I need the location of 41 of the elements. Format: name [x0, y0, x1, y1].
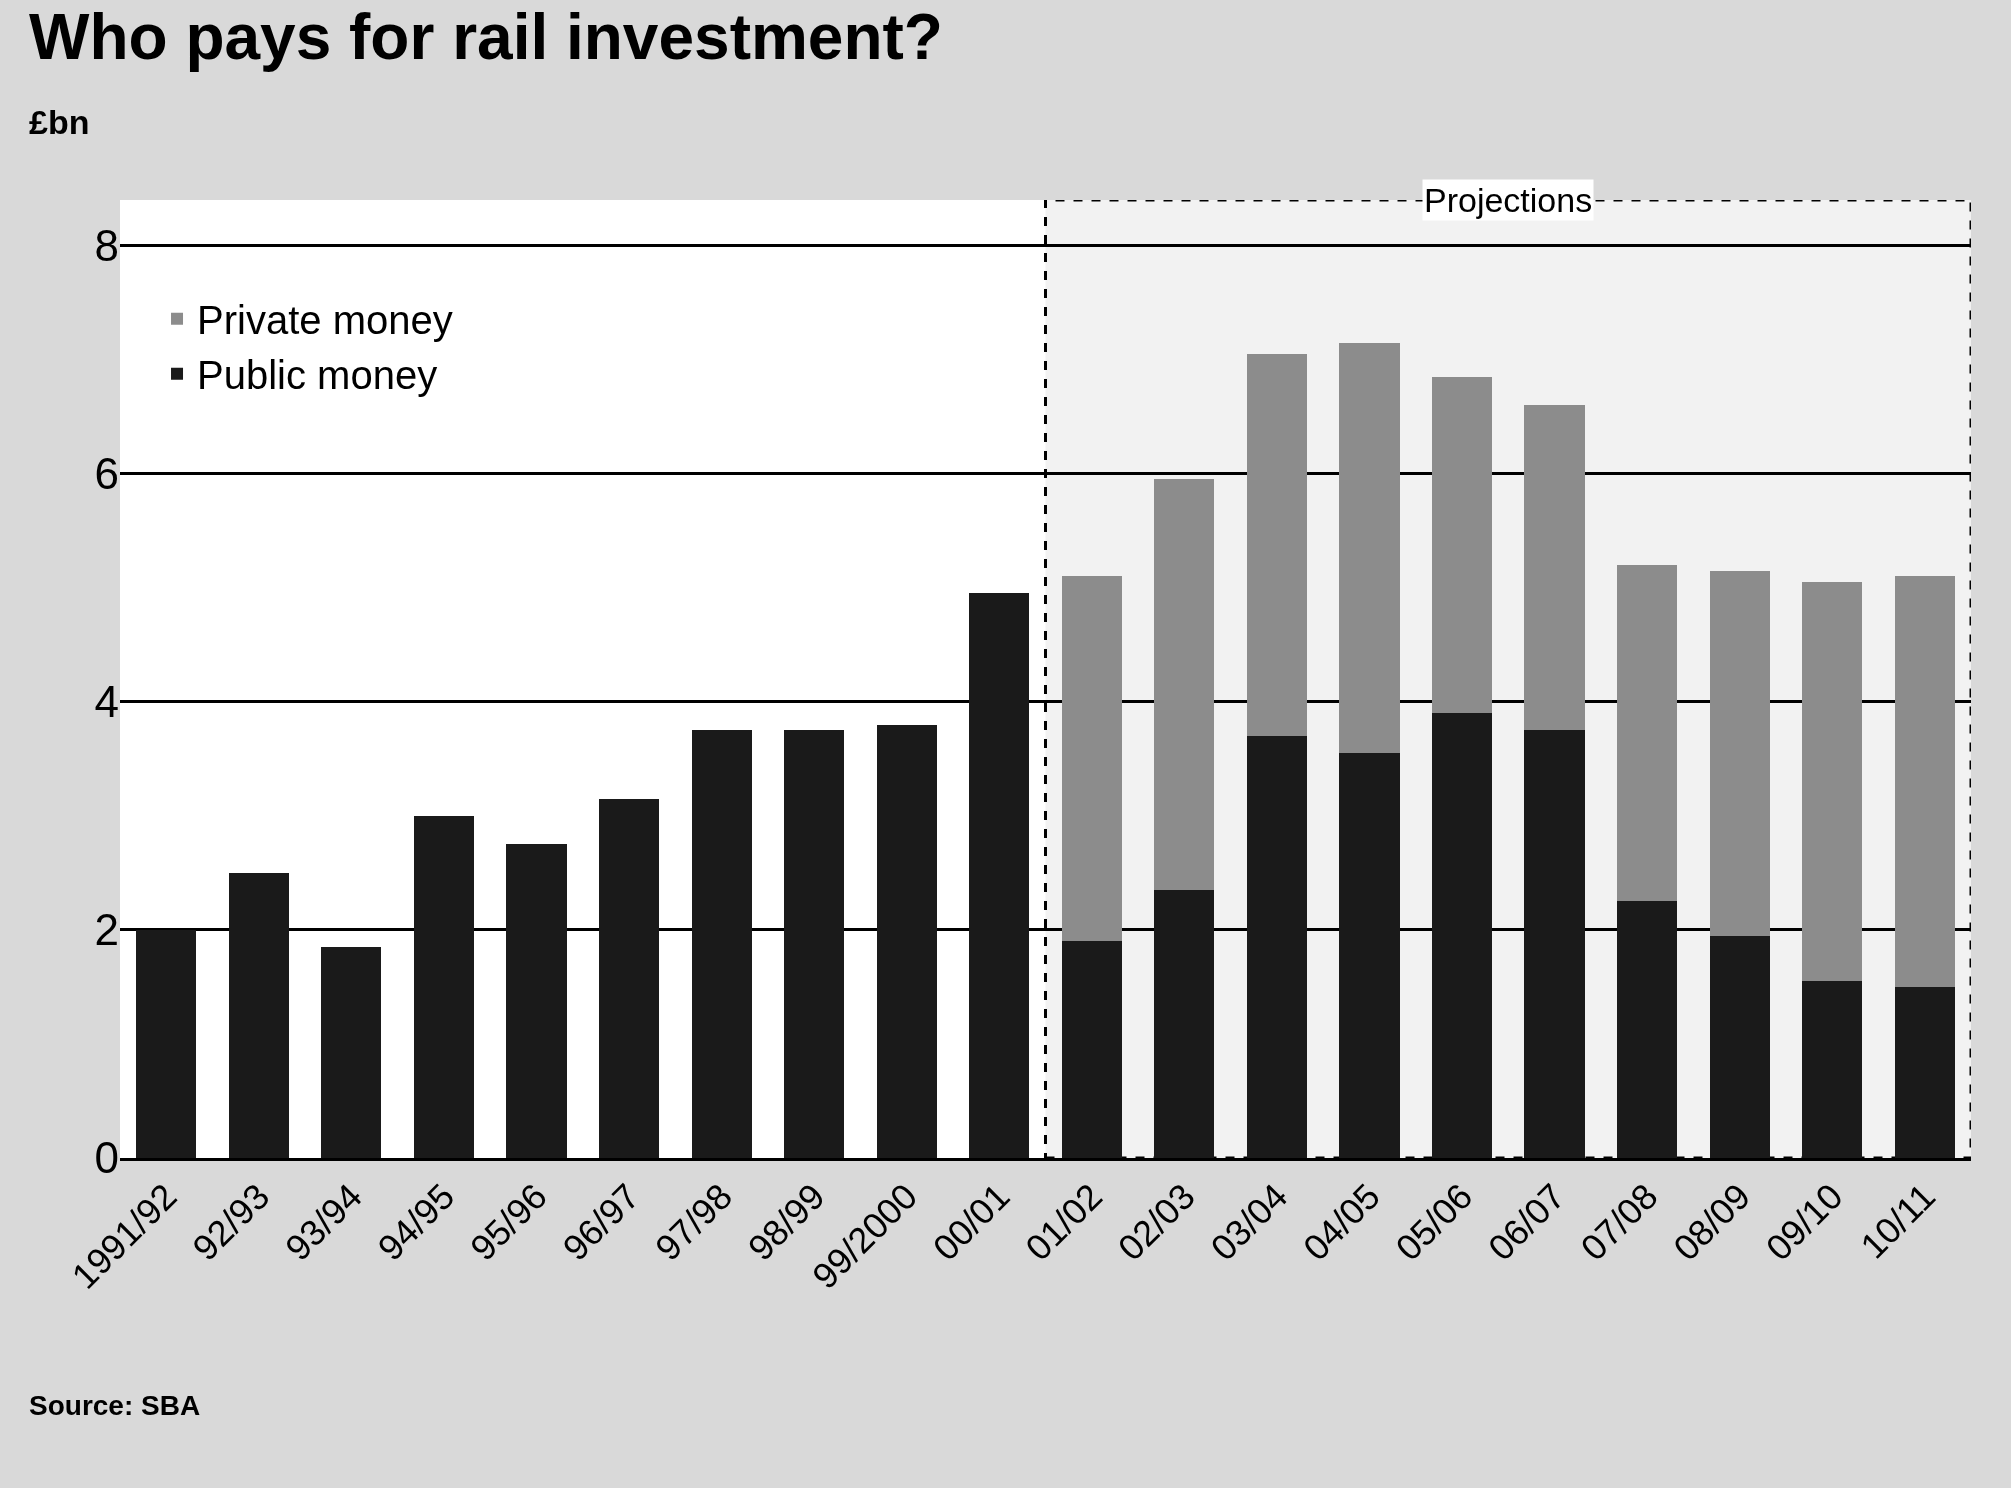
bar [1339, 753, 1400, 1158]
bar [1154, 889, 1215, 1158]
bar [136, 929, 197, 1158]
source-note: Source: SBA [29, 1390, 201, 1421]
bar [1339, 342, 1400, 754]
bar [1524, 405, 1585, 731]
bar [1894, 576, 1955, 987]
band-label: Projections [1424, 181, 1593, 219]
bar [1709, 570, 1770, 936]
legend-label: Public money [197, 353, 438, 398]
bar [1431, 713, 1493, 1158]
bar [691, 730, 752, 1158]
bar [1709, 935, 1770, 1158]
y-axis-title: £bn [29, 103, 90, 141]
bar [506, 844, 567, 1158]
bar [1246, 353, 1307, 737]
y-tick-label: 8 [94, 221, 119, 271]
chart-title: Who pays for rail investment? [29, 1, 943, 73]
bar [1524, 730, 1585, 1158]
bar [1061, 576, 1122, 942]
bar [228, 872, 289, 1158]
bar [969, 593, 1030, 1158]
bar [1617, 564, 1678, 902]
bar [1061, 941, 1122, 1158]
y-tick-label: 0 [94, 1133, 119, 1183]
legend-label: Private money [197, 298, 453, 343]
bar [1802, 582, 1863, 982]
bar [1431, 376, 1493, 714]
y-tick-label: 4 [94, 677, 119, 727]
bar [321, 947, 382, 1158]
bar [1802, 981, 1863, 1158]
bar [598, 798, 660, 1158]
bar [876, 724, 937, 1158]
bar [413, 815, 474, 1158]
bar [1894, 986, 1955, 1158]
y-tick-label: 6 [94, 449, 119, 499]
y-tick-label: 2 [94, 905, 119, 955]
bar [1617, 901, 1678, 1158]
bar [1246, 736, 1307, 1158]
bar [784, 730, 845, 1158]
bar [1154, 479, 1215, 890]
